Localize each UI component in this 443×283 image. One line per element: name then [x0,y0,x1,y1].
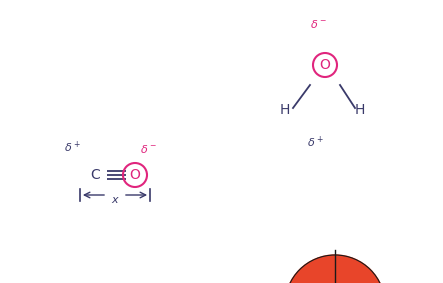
Text: H: H [280,103,290,117]
Text: O: O [319,58,330,72]
Text: O: O [129,168,140,182]
Circle shape [285,255,385,283]
Text: H: H [355,103,365,117]
Text: $\delta^+$: $\delta^+$ [64,140,80,155]
Text: x: x [112,195,118,205]
Text: C: C [90,168,100,182]
Text: $\delta^-$: $\delta^-$ [140,143,156,155]
Text: $\delta^+$: $\delta^+$ [307,135,323,150]
Text: $\delta^-$: $\delta^-$ [310,18,326,30]
